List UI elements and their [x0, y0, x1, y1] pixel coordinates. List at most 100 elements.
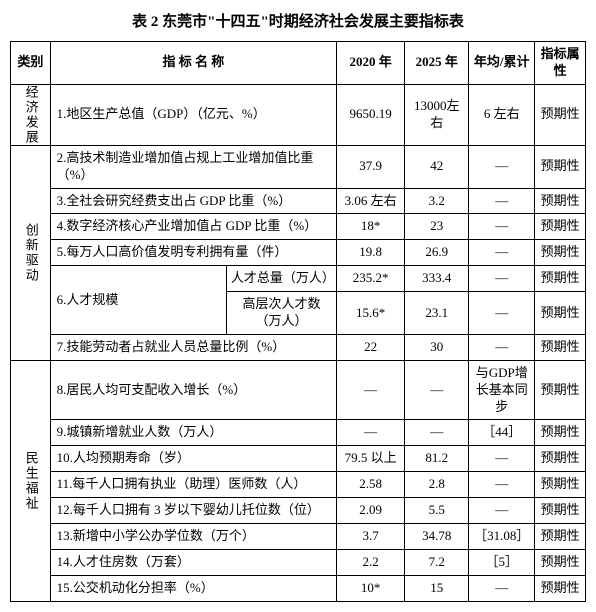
table-row: 12.每千人口拥有 3 岁以下婴幼儿托位数（位） 2.09 5.5 — 预期性	[11, 498, 586, 524]
cell: 26.9	[405, 240, 469, 266]
table-row: 11.每千人口拥有执业（助理）医师数（人） 2.58 2.8 — 预期性	[11, 472, 586, 498]
cell: 2.58	[337, 472, 405, 498]
cell: 与GDP增长基本同步	[469, 360, 535, 420]
cell: 3.06 左右	[337, 188, 405, 214]
table-row: 3.全社会研究经费支出占 GDP 比重（%） 3.06 左右 3.2 — 预期性	[11, 188, 586, 214]
cat-welfare: 民生福祉	[11, 360, 51, 601]
cell: 333.4	[405, 266, 469, 292]
cell: —	[469, 214, 535, 240]
cell: 42	[405, 145, 469, 188]
hdr-attr: 指标属性	[535, 42, 586, 85]
sub-indicator: 高层次人才数（万人）	[226, 292, 336, 335]
indicator-name: 15.公交机动化分担率（%）	[50, 575, 336, 601]
cell: ［44］	[469, 420, 535, 446]
cell: —	[337, 420, 405, 446]
indicator-name: 10.人均预期寿命（岁）	[50, 446, 336, 472]
cell: 预期性	[535, 188, 586, 214]
indicator-name: 3.全社会研究经费支出占 GDP 比重（%）	[50, 188, 336, 214]
hdr-indicator: 指 标 名 称	[50, 42, 336, 85]
indicator-name: 5.每万人口高价值发明专利拥有量（件）	[50, 240, 336, 266]
cell: —	[469, 472, 535, 498]
cell: 预期性	[535, 145, 586, 188]
cell: 3.2	[405, 188, 469, 214]
cell: 2.2	[337, 549, 405, 575]
indicator-name: 1.地区生产总值（GDP）（亿元、%）	[50, 84, 336, 145]
cell: —	[469, 575, 535, 601]
cell: —	[469, 292, 535, 335]
cell: 10*	[337, 575, 405, 601]
cell: 34.78	[405, 524, 469, 550]
indicator-name: 6.人才规模	[50, 266, 226, 335]
cell: 预期性	[535, 575, 586, 601]
cell: 预期性	[535, 214, 586, 240]
table-row: 经济发展 1.地区生产总值（GDP）（亿元、%） 9650.19 13000左右…	[11, 84, 586, 145]
indicator-name: 7.技能劳动者占就业人员总量比例（%）	[50, 334, 336, 360]
cell: —	[337, 360, 405, 420]
cell: 预期性	[535, 524, 586, 550]
cell: 预期性	[535, 84, 586, 145]
cell: ［5］	[469, 549, 535, 575]
cell: 6 左右	[469, 84, 535, 145]
indicator-name: 2.高技术制造业增加值占规上工业增加值比重（%）	[50, 145, 336, 188]
table-row: 9.城镇新增就业人数（万人） — — ［44］ 预期性	[11, 420, 586, 446]
table-row: 7.技能劳动者占就业人员总量比例（%） 22 30 — 预期性	[11, 334, 586, 360]
indicator-name: 9.城镇新增就业人数（万人）	[50, 420, 336, 446]
table-row: 民生福祉 8.居民人均可支配收入增长（%） — — 与GDP增长基本同步 预期性	[11, 360, 586, 420]
cell: 22	[337, 334, 405, 360]
indicators-table: 类别 指 标 名 称 2020 年 2025 年 年均/累计 指标属性 经济发展…	[10, 41, 586, 602]
cell: 9650.19	[337, 84, 405, 145]
table-row: 14.人才住房数（万套） 2.2 7.2 ［5］ 预期性	[11, 549, 586, 575]
cell: 23.1	[405, 292, 469, 335]
cell: 预期性	[535, 498, 586, 524]
cell: —	[469, 446, 535, 472]
cell: 15.6*	[337, 292, 405, 335]
indicator-name: 13.新增中小学公办学位数（万个）	[50, 524, 336, 550]
table-title: 表 2 东莞市"十四五"时期经济社会发展主要指标表	[10, 10, 586, 31]
cell: 预期性	[535, 266, 586, 292]
indicator-name: 14.人才住房数（万套）	[50, 549, 336, 575]
cell: 2.09	[337, 498, 405, 524]
cell: 预期性	[535, 240, 586, 266]
hdr-category: 类别	[11, 42, 51, 85]
indicator-name: 8.居民人均可支配收入增长（%）	[50, 360, 336, 420]
cell: 13000左右	[405, 84, 469, 145]
hdr-avg: 年均/累计	[469, 42, 535, 85]
cell: 81.2	[405, 446, 469, 472]
cell: 18*	[337, 214, 405, 240]
cell: 预期性	[535, 549, 586, 575]
cell: —	[469, 334, 535, 360]
cell: 预期性	[535, 420, 586, 446]
cell: 预期性	[535, 334, 586, 360]
indicator-name: 4.数字经济核心产业增加值占 GDP 比重（%）	[50, 214, 336, 240]
table-row: 4.数字经济核心产业增加值占 GDP 比重（%） 18* 23 — 预期性	[11, 214, 586, 240]
table-row: 15.公交机动化分担率（%） 10* 15 — 预期性	[11, 575, 586, 601]
indicator-name: 12.每千人口拥有 3 岁以下婴幼儿托位数（位）	[50, 498, 336, 524]
indicator-name: 11.每千人口拥有执业（助理）医师数（人）	[50, 472, 336, 498]
cell: 5.5	[405, 498, 469, 524]
cell: 2.8	[405, 472, 469, 498]
cell: ［31.08］	[469, 524, 535, 550]
cell: 预期性	[535, 446, 586, 472]
cell: 预期性	[535, 292, 586, 335]
cell: —	[469, 145, 535, 188]
cat-innov: 创新驱动	[11, 145, 51, 360]
table-row: 6.人才规模 人才总量（万人） 235.2* 333.4 — 预期性	[11, 266, 586, 292]
table-row: 10.人均预期寿命（岁） 79.5 以上 81.2 — 预期性	[11, 446, 586, 472]
cell: 235.2*	[337, 266, 405, 292]
cell: —	[405, 360, 469, 420]
cell: 23	[405, 214, 469, 240]
cell: 79.5 以上	[337, 446, 405, 472]
table-row: 5.每万人口高价值发明专利拥有量（件） 19.8 26.9 — 预期性	[11, 240, 586, 266]
cell: —	[469, 498, 535, 524]
cell: 19.8	[337, 240, 405, 266]
hdr-2020: 2020 年	[337, 42, 405, 85]
cell: 预期性	[535, 360, 586, 420]
cat-econ: 经济发展	[11, 84, 51, 145]
hdr-2025: 2025 年	[405, 42, 469, 85]
cell: —	[469, 266, 535, 292]
table-row: 创新驱动 2.高技术制造业增加值占规上工业增加值比重（%） 37.9 42 — …	[11, 145, 586, 188]
header-row: 类别 指 标 名 称 2020 年 2025 年 年均/累计 指标属性	[11, 42, 586, 85]
cell: 预期性	[535, 472, 586, 498]
cell: 3.7	[337, 524, 405, 550]
cell: 15	[405, 575, 469, 601]
